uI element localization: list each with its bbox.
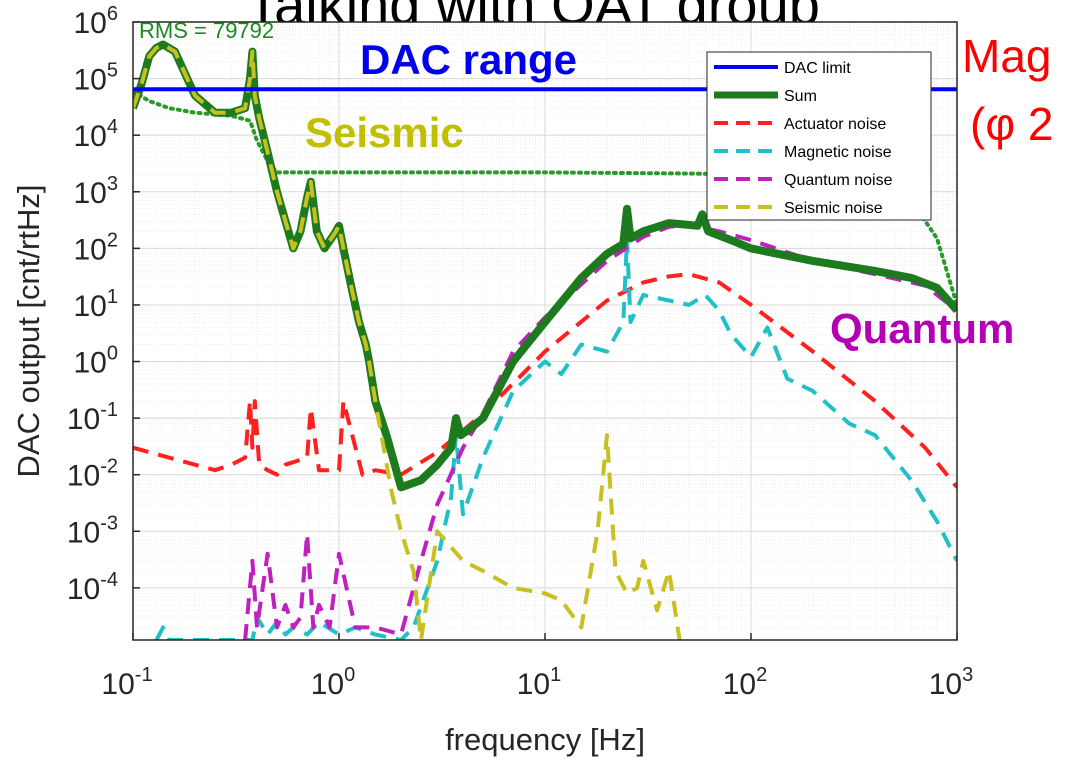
legend-box: [706, 51, 932, 221]
legend-label-dac-limit: DAC limit: [784, 60, 851, 77]
series-line-actuator-noise: [133, 272, 957, 489]
legend-label-sum: Sum: [784, 88, 817, 105]
y-tick-label: 10-1: [67, 399, 118, 436]
legend-label-seismic-noise: Seismic noise: [784, 200, 883, 217]
rms-annotation: RMS = 79792: [139, 18, 274, 43]
y-tick-label: 106: [74, 3, 119, 40]
side-note-line2: (φ 2: [970, 98, 1054, 150]
x-tick-label: 101: [517, 664, 562, 701]
seismic-annotation: Seismic: [305, 109, 464, 156]
legend: DAC limit Sum Actuator noise Magnetic noise…: [706, 51, 932, 221]
legend-label-quantum-noise: Quantum noise: [784, 172, 893, 189]
y-tick-label: 101: [74, 286, 119, 323]
series-line-magnetic-noise: [154, 236, 957, 640]
x-tick-label: 10-1: [101, 664, 152, 701]
y-tick-label: 10-2: [67, 456, 118, 493]
y-tick-label: 10-3: [67, 512, 118, 549]
y-tick-label: 102: [74, 229, 119, 266]
series-line-seismic-noise: [133, 42, 682, 640]
y-tick-label: 10-4: [67, 569, 118, 606]
x-tick-label: 100: [311, 664, 356, 701]
y-axis-label: DAC output [cnt/rtHz]: [11, 185, 46, 478]
x-tick-label: 103: [929, 664, 974, 701]
legend-label-magnetic-noise: Magnetic noise: [784, 144, 892, 161]
dac-range-annotation: DAC range: [360, 36, 577, 83]
y-tick-label: 104: [74, 116, 119, 153]
side-note-line1: Mag: [962, 30, 1051, 82]
y-tick-label: 100: [74, 343, 119, 380]
legend-label-actuator-noise: Actuator noise: [784, 116, 886, 133]
x-tick-label: 102: [723, 664, 768, 701]
quantum-annotation: Quantum: [830, 305, 1014, 352]
x-axis-label: frequency [Hz]: [445, 722, 645, 757]
y-tick-label: 103: [74, 173, 119, 210]
y-ticks: 10-4 10-3 10-2 10-1 100 101 102 103 104 105 106: [67, 3, 140, 606]
x-ticks: 10-1 100 101 102 103: [101, 633, 973, 701]
y-tick-label: 105: [74, 60, 119, 97]
